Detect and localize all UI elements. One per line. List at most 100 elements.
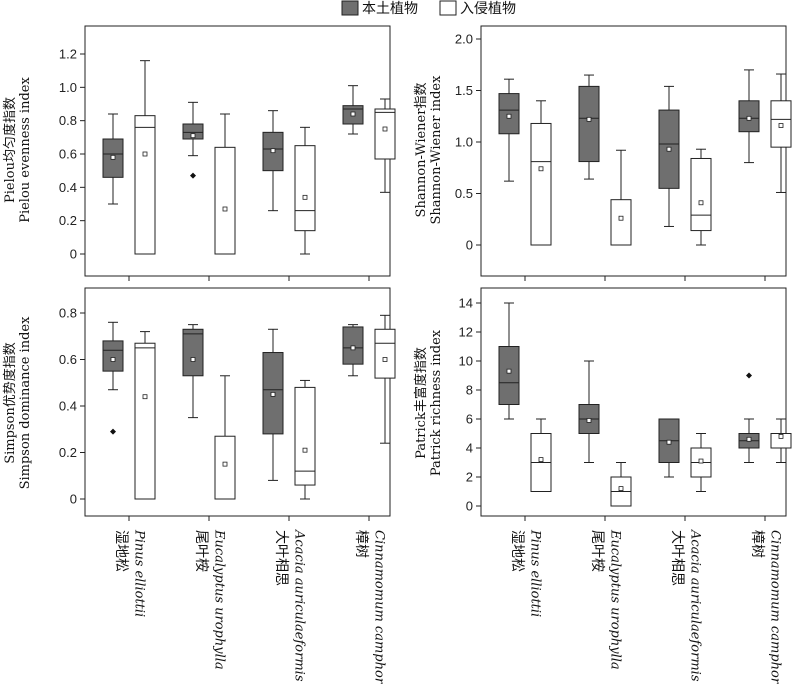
mean-marker — [586, 116, 592, 122]
mean-marker — [110, 357, 116, 362]
outlier-marker — [190, 172, 196, 179]
box-iqr — [294, 386, 316, 486]
shannon-box-invasive — [770, 73, 792, 193]
shannon-box-invasive — [610, 149, 632, 246]
mean-marker — [350, 111, 356, 117]
category-cn-label: 樟树 — [749, 530, 766, 558]
box-iqr — [294, 145, 316, 232]
box-iqr — [182, 123, 204, 140]
simpson-box-native — [102, 321, 124, 435]
shannon-box-native — [498, 78, 520, 182]
pielou-box-invasive — [134, 60, 156, 255]
shannon-ylabel-en: Shannon-Wiener index — [429, 75, 444, 225]
pielou-ytick-label: 0.8 — [59, 113, 77, 128]
category-latin-label: Cinnamomum camphora — [768, 530, 783, 684]
patrick-ylabel: Patrick丰富度指数 Patrick richness index — [413, 329, 444, 476]
simpson-ytick-label: 0.4 — [59, 399, 77, 414]
box-iqr — [182, 328, 204, 377]
shannon-ylabel: Shannon-Wiener指数 Shannon-Wiener index — [414, 75, 444, 225]
category-latin-label: Acacia auriculaeformis — [688, 529, 703, 682]
shannon-ytick-label: 0.5 — [455, 186, 473, 201]
box-iqr — [214, 435, 236, 500]
pielou-box-invasive — [214, 113, 236, 255]
simpson-ytick-label: 0.8 — [59, 306, 77, 321]
mean-marker — [110, 154, 116, 160]
category-label-left: 尾叶桉 Eucalyptus urophylla — [193, 529, 227, 670]
panel-pielou-frame — [84, 25, 391, 277]
patrick-ytick-label: 10 — [459, 354, 473, 369]
patrick-box-invasive — [530, 418, 552, 492]
box-iqr — [610, 199, 632, 246]
patrick-box-native — [498, 302, 520, 420]
shannon-box-invasive — [690, 148, 712, 246]
box-iqr — [498, 93, 520, 135]
simpson-ylabel-en: Simpson dominance index — [18, 316, 33, 489]
mean-marker — [506, 113, 512, 119]
patrick-box-invasive — [690, 433, 712, 492]
box-iqr — [214, 146, 236, 255]
shannon-panel: 0 0.5 1.0 1.5 2.0 — [455, 32, 792, 281]
simpson-panel: 0 0.2 0.4 0.6 0.8 — [59, 306, 396, 521]
category-label-right: 樟树 Cinnamomum camphora — [749, 530, 783, 684]
category-label-left: 樟树 Cinnamomum camphora — [353, 530, 387, 684]
pielou-ytick-label: 0.4 — [59, 180, 77, 195]
simpson-ytick-label: 0 — [70, 492, 77, 507]
patrick-panel: 0 2 4 6 8 10 12 14 — [459, 296, 792, 521]
pielou-box-native — [262, 110, 284, 212]
simpson-box-native — [342, 324, 364, 377]
shannon-ylabel-cn: Shannon-Wiener指数 — [414, 83, 429, 218]
pielou-ytick-label: 1.0 — [59, 80, 77, 95]
legend: 本土植物 入侵植物 — [341, 0, 516, 17]
mean-marker — [142, 151, 148, 157]
simpson-box-invasive — [374, 314, 396, 444]
box-iqr — [374, 328, 396, 379]
mean-marker — [382, 357, 388, 362]
category-latin-label: Pinus elliottii — [132, 529, 147, 617]
pielou-ytick-label: 1.2 — [59, 47, 77, 62]
shannon-ytick-label: 1.5 — [455, 83, 473, 98]
category-latin-label: Eucalyptus urophylla — [608, 529, 623, 670]
patrick-ylabel-en: Patrick richness index — [429, 329, 444, 476]
box-iqr — [578, 85, 600, 163]
mean-marker — [618, 215, 624, 221]
shannon-ytick-label: 0 — [466, 238, 473, 253]
mean-marker — [746, 436, 752, 442]
category-latin-label: Acacia auriculaeformis — [292, 529, 307, 682]
pielou-panel: 0 0.2 0.4 0.6 0.8 1.0 1.2 — [59, 47, 396, 281]
category-label-right: 尾叶桉 Eucalyptus urophylla — [589, 529, 623, 670]
box-iqr — [374, 108, 396, 160]
shannon-box-invasive — [530, 100, 552, 246]
pielou-ytick-label: 0.6 — [59, 147, 77, 162]
mean-marker — [350, 345, 356, 351]
mean-marker — [142, 394, 148, 400]
box-iqr — [102, 340, 124, 372]
mean-marker — [270, 391, 276, 397]
patrick-box-invasive — [610, 462, 632, 507]
patrick-box-native — [658, 418, 680, 478]
pielou-ytick-label: 0 — [70, 247, 77, 262]
outlier-marker — [110, 428, 116, 435]
category-label-left: 湿地松 Pinus elliottii — [113, 529, 147, 617]
shannon-box-native — [658, 85, 680, 227]
mean-marker — [302, 447, 308, 453]
patrick-ytick-label: 6 — [466, 412, 473, 427]
legend-swatch-invasive — [439, 0, 457, 16]
pielou-box-native — [102, 113, 124, 205]
mean-marker — [190, 357, 196, 362]
category-label-right: 湿地松 Pinus elliottii — [509, 529, 543, 617]
simpson-box-native — [262, 328, 284, 481]
mean-marker — [538, 457, 544, 463]
patrick-ytick-label: 0 — [466, 499, 473, 514]
mean-marker — [222, 206, 228, 212]
mean-marker — [222, 461, 228, 467]
mean-marker — [506, 368, 512, 374]
legend-swatch-native — [341, 0, 359, 16]
simpson-ylabel: Simpson优势度指数 Simpson dominance index — [2, 316, 33, 489]
patrick-ytick-label: 8 — [466, 383, 473, 398]
mean-marker — [698, 458, 704, 464]
box-iqr — [134, 342, 156, 500]
patrick-ytick-label: 12 — [459, 325, 473, 340]
mean-marker — [190, 133, 196, 139]
category-cn-label: 大叶相思 — [273, 530, 289, 586]
category-label-right: 大叶相思 Acacia auriculaeformis — [669, 529, 703, 682]
